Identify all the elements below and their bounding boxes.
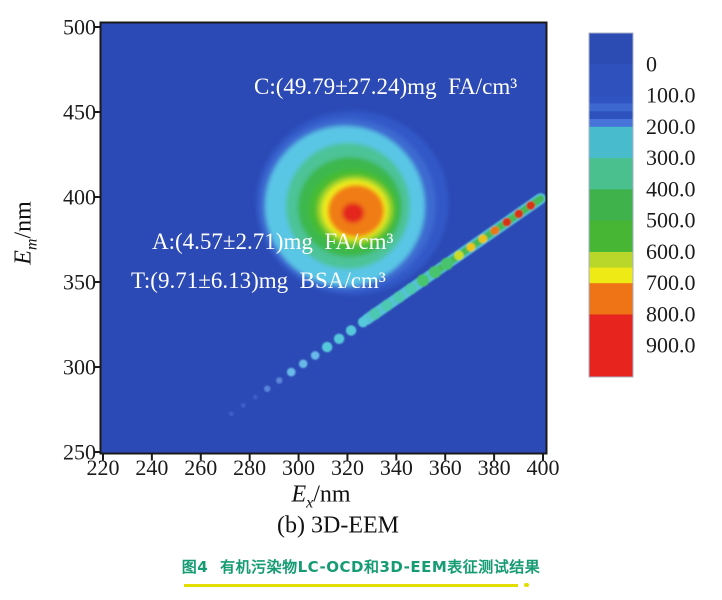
plot-content — [229, 110, 546, 417]
x-axis-title: Ex/nm — [291, 482, 350, 513]
rayleigh-dot — [241, 403, 246, 408]
x-tick-label: 240 — [135, 455, 168, 480]
annotation-peak-t: T:(9.71±6.13)mg BSA/cm³ — [131, 268, 386, 293]
annotation-peak-a: A:(4.57±2.71)mg FA/cm³ — [152, 229, 394, 254]
contour-ring-800 — [342, 202, 365, 224]
rayleigh-dot — [454, 250, 464, 261]
colorbar-segment — [589, 220, 633, 253]
rayleigh-dot — [440, 257, 454, 271]
colorbar-label: 200.0 — [646, 114, 696, 139]
colorbar-segment — [589, 267, 633, 284]
rayleigh-dot — [416, 274, 430, 287]
colorbar-segment — [589, 33, 633, 65]
axis-ticks: 220 240 260 280 300 320 340 360 380 400 250 300 350 4… — [63, 15, 560, 481]
annotation-peak-c: C:(49.79±27.24)mg FA/cm³ — [254, 74, 518, 99]
rayleigh-dot — [478, 234, 488, 244]
colorbar-label: 600.0 — [646, 239, 696, 264]
panel-label: (b) 3D-EEM — [277, 512, 399, 539]
rayleigh-dot — [526, 201, 536, 210]
rayleigh-dot — [345, 325, 357, 336]
rayleigh-dot — [264, 385, 271, 392]
colorbar-segment — [589, 64, 633, 97]
colorbar-label: 700.0 — [646, 270, 696, 295]
colorbar-segment — [589, 95, 633, 104]
plot-frame — [99, 21, 548, 455]
y-axis-unit: /nm — [10, 201, 37, 239]
colorbar-segment — [589, 283, 633, 315]
rayleigh-dot — [405, 283, 417, 295]
x-tick-label: 400 — [527, 455, 560, 480]
rayleigh-dot — [514, 209, 524, 219]
x-axis-subscript: x — [306, 494, 314, 512]
colorbar-label: 500.0 — [646, 208, 696, 233]
y-tick-label: 250 — [63, 440, 96, 465]
rayleigh-dot — [502, 217, 512, 227]
colorbar: 0 100.0 200.0 300.0 400.0 500.0 600.0 700.0 800.… — [588, 32, 696, 378]
x-tick-label: 300 — [282, 455, 315, 480]
figure-caption-number: 图4 — [181, 558, 209, 576]
rayleigh-dot — [357, 316, 369, 328]
rayleigh-scatter-line — [229, 193, 546, 417]
colorbar-segment — [589, 158, 633, 190]
colorbar-label: 100.0 — [646, 83, 696, 108]
rayleigh-dot — [252, 394, 258, 400]
colorbar-border — [588, 32, 634, 378]
colorbar-label: 900.0 — [646, 333, 696, 358]
x-axis-symbol: E — [291, 481, 307, 508]
colorbar-segment — [589, 126, 633, 159]
rayleigh-dot — [321, 341, 333, 353]
colorbar-segment — [589, 119, 633, 128]
rayleigh-dot — [466, 242, 476, 252]
colorbar-label: 400.0 — [646, 176, 696, 201]
y-axis-symbol: E — [10, 250, 37, 265]
colorbar-label: 0 — [646, 51, 657, 76]
colorbar-segment — [589, 251, 633, 269]
figure-caption: 图4 有机污染物LC-OCD和3D-EEM表征测试结果 — [0, 556, 722, 577]
y-tick-label: 350 — [63, 270, 96, 295]
rayleigh-dot — [229, 411, 234, 417]
rayleigh-dot — [393, 291, 405, 303]
rayleigh-dot — [490, 226, 500, 235]
rayleigh-dot — [369, 307, 381, 320]
colorbar-label: 800.0 — [646, 301, 696, 326]
colorbar-segment — [589, 103, 633, 112]
rayleigh-dot — [276, 377, 283, 384]
colorbar-segment — [589, 345, 633, 378]
x-tick-label: 280 — [233, 455, 266, 480]
y-axis-title: Em/nm — [11, 201, 42, 265]
colorbar-segment — [589, 314, 633, 347]
x-tick-label: 260 — [184, 455, 217, 480]
rayleigh-dot — [310, 351, 320, 360]
x-axis-unit: /nm — [313, 481, 351, 508]
y-tick-label: 300 — [63, 355, 96, 380]
y-tick-label: 400 — [63, 185, 96, 210]
colorbar-segment — [589, 111, 633, 120]
y-tick-label: 450 — [63, 100, 96, 125]
caption-underline — [184, 584, 518, 587]
caption-underline-dot — [524, 583, 529, 587]
rayleigh-dot — [298, 359, 308, 369]
x-tick-label: 220 — [87, 455, 120, 480]
rayleigh-dot — [333, 333, 345, 344]
x-tick-label: 320 — [331, 455, 364, 480]
y-tick-label: 500 — [63, 15, 96, 40]
rayleigh-dot — [381, 299, 393, 312]
rayleigh-dot — [428, 265, 442, 279]
rayleigh-dot — [286, 367, 296, 377]
x-tick-label: 340 — [380, 455, 413, 480]
rayleigh-band — [431, 195, 545, 276]
colorbar-label: 300.0 — [646, 145, 696, 170]
x-tick-label: 380 — [478, 455, 511, 480]
colorbar-segment — [589, 189, 633, 222]
figure-caption-text: 有机污染物LC-OCD和3D-EEM表征测试结果 — [220, 558, 541, 576]
peak-contour-rings — [256, 110, 449, 295]
y-axis-subscript: m — [23, 238, 41, 251]
x-tick-label: 360 — [429, 455, 462, 480]
